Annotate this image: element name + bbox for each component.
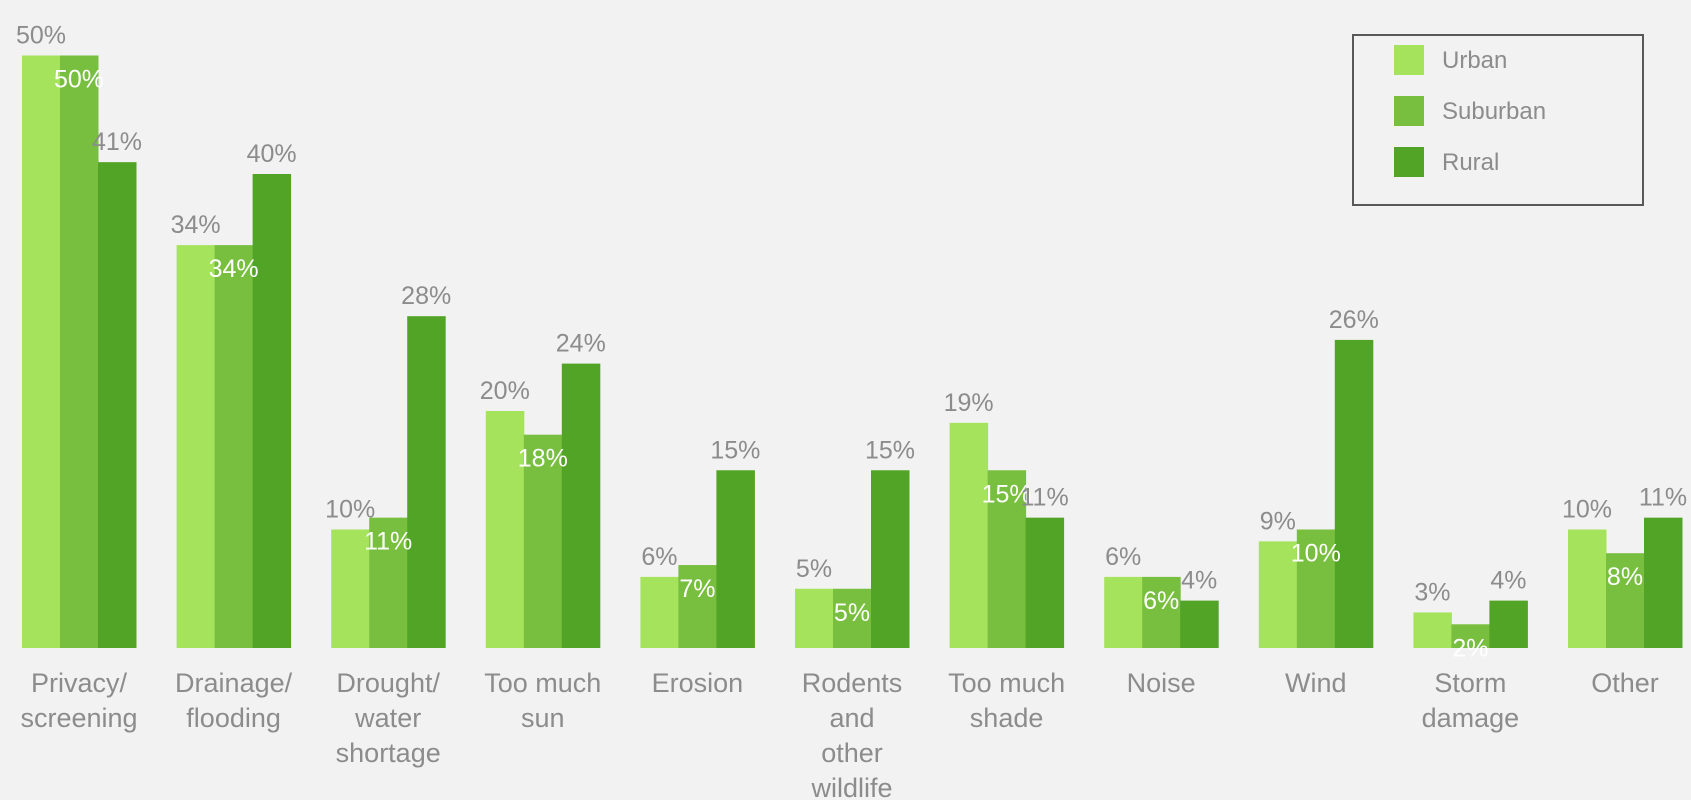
bar-suburban-9	[1451, 624, 1490, 648]
legend-swatch-urban	[1394, 45, 1424, 75]
bar-suburban-5	[833, 588, 872, 648]
value-label-suburban-5: 5%	[834, 599, 870, 627]
bar-rural-3	[561, 363, 601, 648]
legend-swatch-rural	[1394, 147, 1424, 177]
value-label-urban-8: 9%	[1260, 507, 1296, 535]
bar-suburban-0	[60, 55, 99, 648]
bar-urban-4	[640, 576, 679, 648]
bar-rural-0	[98, 162, 137, 648]
value-label-urban-6: 19%	[944, 389, 994, 417]
value-label-suburban-2: 11%	[364, 528, 412, 556]
value-label-rural-3: 24%	[556, 330, 606, 358]
value-label-rural-9: 4%	[1490, 567, 1526, 595]
bars-layer	[22, 55, 1683, 648]
bar-suburban-10	[1606, 553, 1645, 648]
value-label-rural-2: 28%	[401, 282, 451, 310]
category-label-7: Noise	[1127, 668, 1196, 698]
legend-label-urban: Urban	[1442, 47, 1507, 74]
value-label-rural-5: 15%	[865, 436, 915, 464]
bar-suburban-1	[214, 245, 254, 648]
bar-urban-5	[795, 588, 834, 648]
legend-swatch-suburban	[1394, 96, 1424, 126]
value-label-suburban-8: 10%	[1291, 540, 1341, 568]
value-label-suburban-6: 15%	[982, 480, 1032, 508]
value-label-rural-0: 41%	[92, 128, 142, 156]
bar-urban-8	[1258, 541, 1298, 648]
value-label-rural-7: 4%	[1181, 567, 1217, 595]
category-label-4: Erosion	[652, 668, 744, 698]
bar-rural-1	[252, 174, 292, 648]
bar-urban-0	[22, 55, 61, 648]
value-label-suburban-10: 8%	[1607, 563, 1643, 591]
value-label-suburban-4: 7%	[679, 575, 715, 603]
category-label-0: Privacy/screening	[20, 668, 137, 733]
value-label-suburban-3: 18%	[518, 445, 568, 473]
bar-rural-9	[1489, 600, 1528, 648]
value-labels-layer: 50%50%41%34%34%40%10%11%28%20%18%24%6%7%…	[16, 22, 1687, 663]
bar-suburban-8	[1296, 529, 1336, 648]
value-label-urban-9: 3%	[1414, 578, 1450, 606]
bar-rural-5	[871, 470, 910, 648]
bar-urban-6	[949, 422, 989, 648]
value-label-urban-3: 20%	[480, 377, 530, 405]
value-label-urban-2: 10%	[325, 496, 375, 524]
value-label-suburban-0: 50%	[54, 66, 104, 94]
value-label-urban-10: 10%	[1562, 496, 1612, 524]
bar-rural-2	[407, 316, 446, 648]
bar-urban-3	[485, 411, 525, 648]
value-label-rural-8: 26%	[1329, 306, 1379, 334]
bar-suburban-7	[1142, 576, 1181, 648]
bar-urban-9	[1413, 612, 1452, 648]
value-label-urban-0: 50%	[16, 22, 66, 50]
category-label-3: Too much sun	[484, 668, 601, 733]
bar-urban-7	[1104, 576, 1143, 648]
value-label-rural-10: 11%	[1639, 484, 1687, 512]
legend-box	[1352, 34, 1644, 206]
value-label-rural-1: 40%	[247, 140, 297, 168]
bar-suburban-6	[987, 470, 1027, 648]
value-label-suburban-1: 34%	[209, 255, 259, 283]
value-label-suburban-7: 6%	[1143, 587, 1179, 615]
category-label-6: Too much shade	[948, 668, 1065, 733]
bar-urban-10	[1568, 529, 1607, 648]
value-label-rural-6: 11%	[1021, 484, 1069, 512]
category-labels-layer: Privacy/screening Drainage/flooding Drough…	[20, 668, 1658, 800]
value-label-urban-7: 6%	[1105, 543, 1141, 571]
value-label-rural-4: 15%	[710, 436, 760, 464]
bar-rural-7	[1180, 600, 1219, 648]
value-label-urban-1: 34%	[171, 211, 221, 239]
bar-rural-6	[1025, 517, 1065, 648]
bar-rural-10	[1644, 517, 1683, 648]
bar-rural-4	[716, 470, 755, 648]
value-label-urban-4: 6%	[641, 543, 677, 571]
category-label-8: Wind	[1285, 668, 1347, 698]
bar-suburban-3	[523, 434, 563, 648]
category-label-1: Drainage/flooding	[175, 668, 293, 733]
bar-rural-8	[1334, 339, 1374, 648]
legend-label-suburban: Suburban	[1442, 98, 1546, 125]
category-label-2: Drought/water shortage	[336, 668, 441, 768]
category-label-9: Storm damage	[1422, 668, 1520, 733]
category-label-5: Rodents and other wildlife	[802, 668, 903, 800]
legend: Urban Suburban Rural	[1352, 34, 1644, 206]
bar-urban-1	[176, 245, 216, 648]
bar-urban-2	[331, 529, 370, 648]
value-label-urban-5: 5%	[796, 555, 832, 583]
value-label-suburban-9: 2%	[1452, 634, 1488, 662]
category-label-10: Other	[1591, 668, 1659, 698]
legend-label-rural: Rural	[1442, 149, 1499, 176]
bar-suburban-4	[678, 565, 717, 648]
bar-suburban-2	[369, 517, 408, 648]
